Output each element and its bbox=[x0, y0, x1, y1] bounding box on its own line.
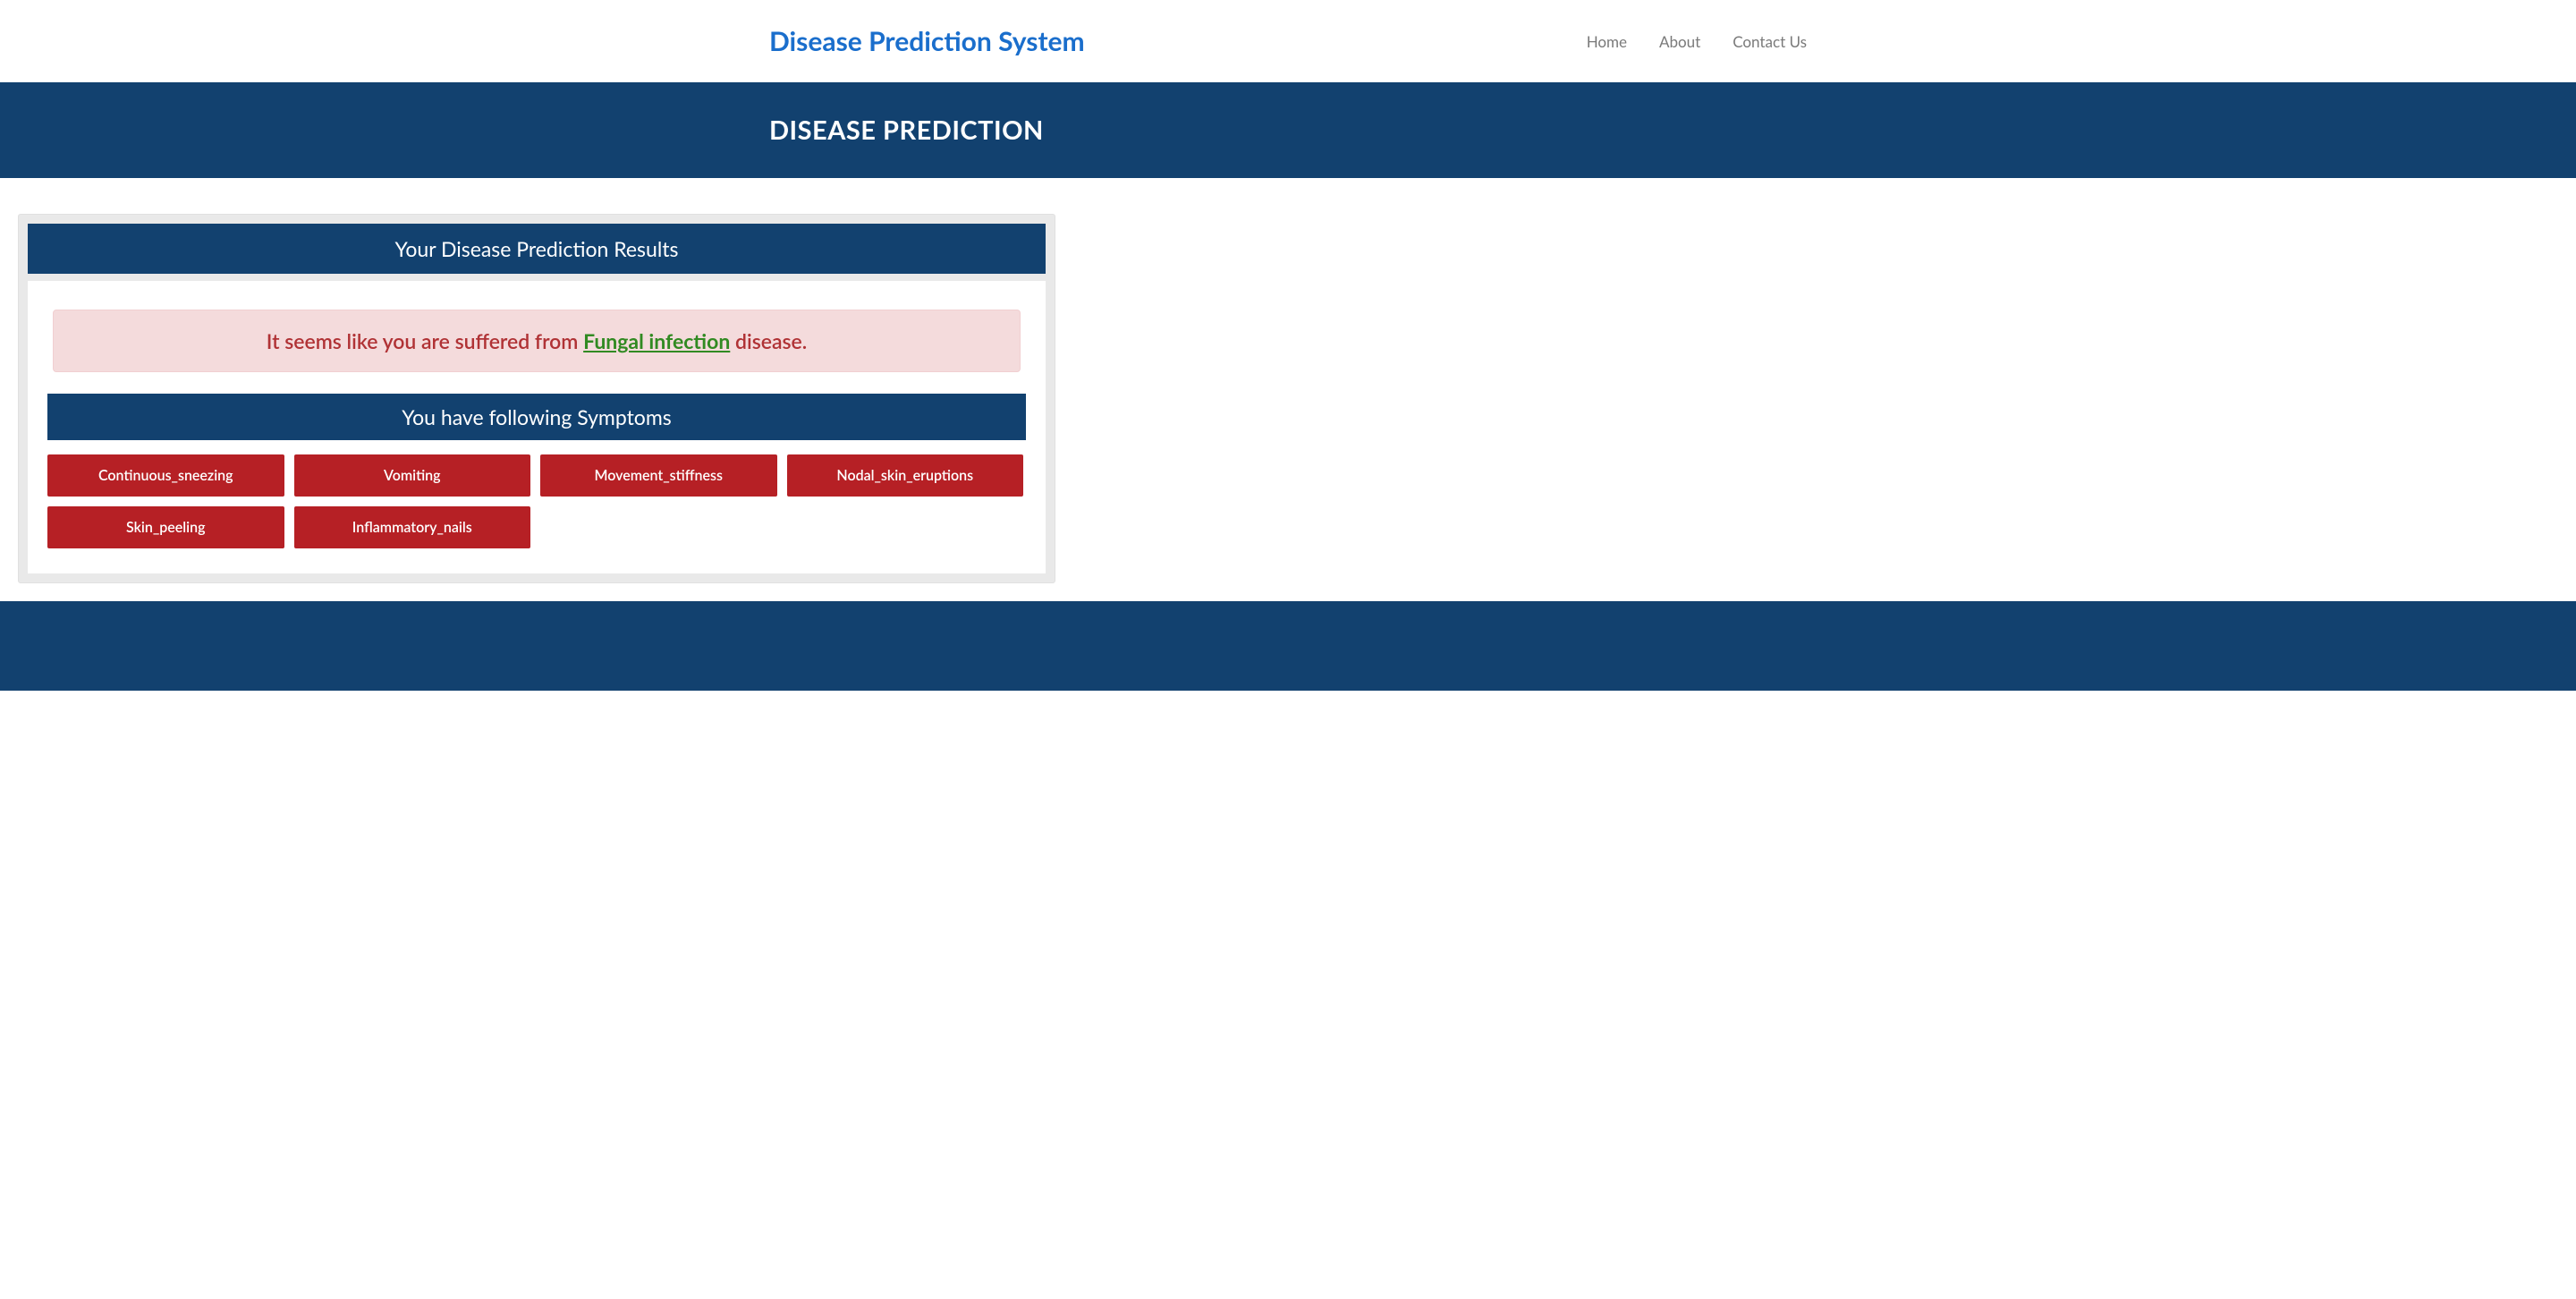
nav-links: Home About Contact Us bbox=[1587, 32, 1807, 51]
brand-link[interactable]: Disease Prediction System bbox=[769, 25, 1085, 57]
symptom-badge: Vomiting bbox=[294, 454, 531, 497]
symptom-badge: Skin_peeling bbox=[47, 506, 284, 548]
alert-suffix: disease. bbox=[730, 328, 807, 353]
symptom-badge: Inflammatory_nails bbox=[294, 506, 531, 548]
card-title: Your Disease Prediction Results bbox=[28, 224, 1046, 274]
page-heading-band: DISEASE PREDICTION bbox=[0, 82, 2576, 178]
alert-prefix: It seems like you are suffered from bbox=[267, 328, 583, 353]
results-card: Your Disease Prediction Results It seems… bbox=[18, 214, 1055, 583]
footer-band bbox=[0, 601, 2576, 691]
symptom-badge: Continuous_sneezing bbox=[47, 454, 284, 497]
page-heading-title: DISEASE PREDICTION bbox=[769, 115, 1807, 146]
card-body: It seems like you are suffered from Fung… bbox=[28, 281, 1046, 573]
disease-link[interactable]: Fungal infection bbox=[583, 328, 730, 353]
nav-home[interactable]: Home bbox=[1587, 32, 1627, 51]
nav-about[interactable]: About bbox=[1659, 32, 1700, 51]
symptom-badge: Movement_stiffness bbox=[540, 454, 777, 497]
nav-contact[interactable]: Contact Us bbox=[1733, 32, 1807, 51]
navbar: Disease Prediction System Home About Con… bbox=[0, 0, 2576, 82]
symptom-grid: Continuous_sneezing Vomiting Movement_st… bbox=[47, 454, 1026, 548]
symptoms-header: You have following Symptoms bbox=[47, 394, 1026, 440]
symptom-badge: Nodal_skin_eruptions bbox=[787, 454, 1024, 497]
prediction-alert: It seems like you are suffered from Fung… bbox=[53, 310, 1021, 372]
